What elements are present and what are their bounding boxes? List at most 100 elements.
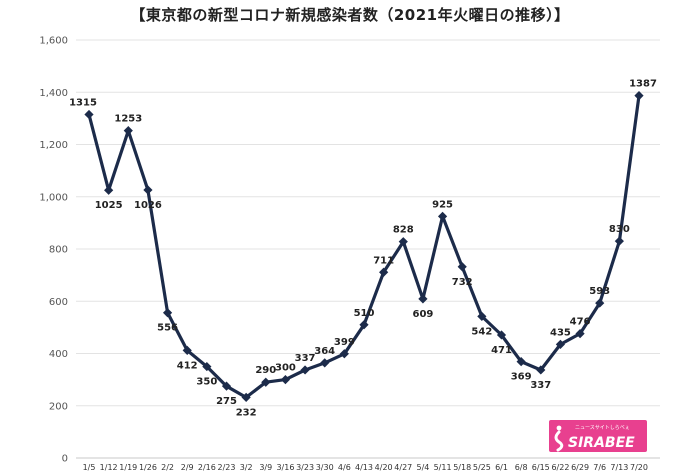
x-tick-label: 3/23 <box>296 463 314 472</box>
y-tick-label: 1,200 <box>39 140 68 151</box>
data-label: 337 <box>530 380 551 391</box>
x-tick-label: 6/22 <box>551 463 569 472</box>
data-label: 471 <box>491 345 512 356</box>
data-label: 412 <box>177 360 198 371</box>
x-tick-label: 1/12 <box>100 463 118 472</box>
data-label: 542 <box>471 326 492 337</box>
data-point <box>575 329 585 339</box>
data-point <box>339 349 349 359</box>
x-tick-label: 4/20 <box>375 463 393 472</box>
x-tick-label: 7/6 <box>593 463 606 472</box>
data-label: 435 <box>550 327 571 338</box>
svg-text:ニュースサイトしらべぇ: ニュースサイトしらべぇ <box>575 425 630 431</box>
x-tick-label: 1/19 <box>119 463 137 472</box>
data-label: 828 <box>393 225 414 236</box>
chart-title: 【東京都の新型コロナ新規感染者数（2021年火曜日の推移）】 <box>130 6 570 24</box>
data-point <box>418 294 428 304</box>
data-point <box>496 330 507 340</box>
data-point <box>261 377 271 387</box>
sirabee-logo: ニュースサイトしらべぇ SIRABEE <box>549 420 647 452</box>
x-tick-label: 4/27 <box>394 463 412 472</box>
x-tick-label: 1/5 <box>83 463 96 472</box>
y-tick-label: 400 <box>49 349 68 360</box>
x-tick-label: 3/16 <box>276 463 294 472</box>
x-tick-label: 6/29 <box>571 463 589 472</box>
data-point <box>143 185 153 195</box>
data-label: 364 <box>314 346 335 357</box>
data-label: 399 <box>334 337 355 348</box>
data-label: 609 <box>412 309 433 320</box>
data-point <box>536 365 546 375</box>
data-label: 1026 <box>134 200 162 211</box>
data-point <box>241 392 251 402</box>
data-point <box>84 109 94 120</box>
y-tick-label: 0 <box>62 454 68 465</box>
data-point <box>104 185 114 195</box>
data-point <box>614 236 624 246</box>
data-label: 1025 <box>95 200 123 211</box>
x-tick-label: 2/16 <box>198 463 216 472</box>
data-point <box>123 126 133 136</box>
x-tick-label: 6/1 <box>495 463 508 472</box>
y-axis-ticks: 0 200 400 600 800 1,000 1,200 1,400 1,600 <box>39 36 68 465</box>
data-label: 1315 <box>69 97 97 108</box>
data-point <box>398 237 408 247</box>
x-tick-label: 6/15 <box>532 463 550 472</box>
data-label: 300 <box>275 363 296 374</box>
x-tick-label: 5/18 <box>453 463 471 472</box>
data-label: 925 <box>432 199 453 210</box>
data-label: 290 <box>255 365 276 376</box>
data-point <box>555 339 566 349</box>
data-point <box>457 262 467 272</box>
data-point <box>379 267 389 277</box>
data-label: 1387 <box>629 79 657 90</box>
x-tick-label: 7/20 <box>630 463 648 472</box>
data-point <box>182 345 192 355</box>
data-labels: 1315102512531026556412350275232290300337… <box>69 79 657 419</box>
series-line <box>87 95 641 399</box>
data-point <box>202 361 212 372</box>
x-axis-ticks: 1/5 1/12 1/19 1/26 2/2 2/9 2/16 2/23 3/2 3/9 3/16 3… <box>83 463 648 472</box>
x-tick-label: 1/26 <box>139 463 157 472</box>
data-label: 556 <box>157 323 178 334</box>
data-label: 1253 <box>114 114 142 125</box>
data-point <box>595 298 605 308</box>
data-point <box>280 375 291 385</box>
data-point <box>437 211 448 221</box>
data-label: 732 <box>452 277 473 288</box>
data-point <box>516 356 526 367</box>
data-point <box>320 358 330 368</box>
data-label: 350 <box>196 377 217 388</box>
data-label: 476 <box>570 317 591 328</box>
x-tick-label: 2/2 <box>161 463 174 472</box>
data-point <box>300 365 310 375</box>
data-label: 232 <box>236 407 257 418</box>
x-tick-label: 3/30 <box>316 463 334 472</box>
data-label: 369 <box>511 372 532 383</box>
data-label: 593 <box>589 286 610 297</box>
data-label: 711 <box>373 255 394 266</box>
data-label: 337 <box>295 353 316 364</box>
data-label: 275 <box>216 396 237 407</box>
x-tick-label: 6/8 <box>515 463 528 472</box>
x-tick-label: 3/9 <box>259 463 272 472</box>
x-tick-label: 2/9 <box>181 463 194 472</box>
x-tick-label: 2/23 <box>218 463 236 472</box>
data-point <box>162 308 173 318</box>
x-tick-label: 5/25 <box>473 463 491 472</box>
y-tick-label: 1,600 <box>39 36 68 47</box>
svg-text:SIRABEE: SIRABEE <box>568 435 635 451</box>
y-tick-label: 800 <box>49 245 68 256</box>
data-point <box>359 320 369 330</box>
data-point <box>221 381 232 391</box>
data-label: 510 <box>354 308 375 319</box>
y-tick-label: 1,400 <box>39 88 68 99</box>
x-tick-label: 4/6 <box>338 463 351 472</box>
data-point <box>634 91 644 101</box>
data-point <box>477 311 487 322</box>
grid-lines <box>76 39 660 459</box>
data-label: 830 <box>609 224 630 235</box>
y-tick-label: 1,000 <box>39 192 68 203</box>
data-points <box>84 91 644 402</box>
